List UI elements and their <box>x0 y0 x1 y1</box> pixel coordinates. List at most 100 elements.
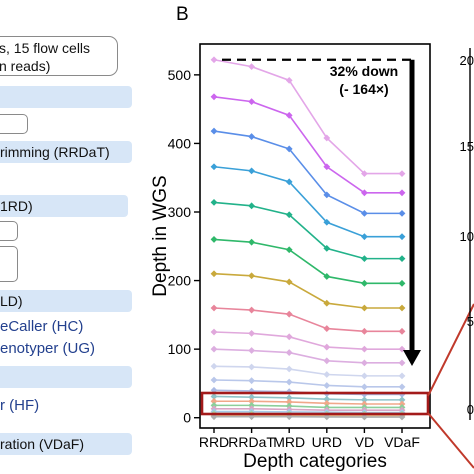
series-line-15 <box>214 400 402 405</box>
data-point <box>285 310 293 318</box>
data-point <box>248 98 255 105</box>
flow-cells-line1: s, 15 flow cells <box>0 40 91 56</box>
data-point <box>248 272 255 280</box>
data-point <box>210 304 218 312</box>
data-point <box>398 189 406 197</box>
workflow-step-bar-5 <box>0 366 132 388</box>
series-line-17 <box>214 407 402 411</box>
data-point <box>210 93 218 101</box>
data-point <box>323 371 331 378</box>
data-point <box>361 413 368 421</box>
data-point <box>361 327 368 335</box>
series-line-14 <box>213 395 402 401</box>
data-point <box>361 170 368 177</box>
data-point <box>361 255 368 263</box>
data-point <box>210 397 218 405</box>
data-point <box>248 133 255 140</box>
data-point <box>398 359 406 367</box>
series-line-18 <box>214 410 402 414</box>
data-point <box>398 327 406 335</box>
data-point <box>323 218 331 226</box>
down-arrow-head <box>403 350 421 366</box>
x-tick-label: MRD <box>273 434 305 450</box>
series-line-4 <box>213 165 402 238</box>
data-point <box>398 383 406 391</box>
data-point <box>210 127 218 135</box>
series-line-2 <box>213 96 402 194</box>
right-panel-tick-label: 15 <box>460 139 474 154</box>
data-point <box>248 167 255 175</box>
data-point <box>398 396 406 404</box>
data-point <box>323 244 331 252</box>
data-point <box>248 347 255 354</box>
rrdat-label: rimming (RRDaT) <box>0 144 110 160</box>
data-point <box>210 362 218 370</box>
data-point <box>248 377 255 385</box>
series-line-9 <box>213 331 402 350</box>
data-point <box>285 394 293 402</box>
x-axis-label: Depth categories <box>243 451 387 472</box>
series-line-16 <box>214 404 402 409</box>
data-point <box>285 365 293 373</box>
data-point <box>285 246 293 254</box>
right-panel-tick-label: 20 <box>460 53 474 68</box>
workflow-step-ld: LD) <box>0 290 132 312</box>
data-point <box>210 386 218 394</box>
data-point <box>398 170 406 177</box>
data-point <box>285 178 293 186</box>
data-point <box>248 238 255 246</box>
zoom-line-lower <box>427 412 474 469</box>
data-point <box>361 279 368 287</box>
flow-cells-line2: n reads) <box>0 58 51 74</box>
data-point <box>285 76 293 84</box>
series-line-11 <box>213 365 402 377</box>
data-point <box>285 398 293 406</box>
x-tick-label: VD <box>355 434 374 450</box>
data-point <box>323 134 331 142</box>
caller-hc-label: eCaller (HC) <box>0 318 84 335</box>
data-point <box>248 401 255 409</box>
plot-frame <box>199 43 431 429</box>
data-point <box>248 202 255 210</box>
y-tick-label: 200 <box>168 273 192 289</box>
data-point <box>398 304 406 312</box>
data-point <box>285 349 293 356</box>
data-point <box>210 393 218 400</box>
data-point <box>285 378 293 386</box>
data-point <box>210 270 218 278</box>
right-panel-tick-label: 5 <box>467 314 474 329</box>
flow-cells-box: s, 15 flow cells n reads) <box>0 36 118 76</box>
workflow-step-rrdat: rimming (RRDaT) <box>0 141 132 163</box>
right-panel-tick-label: 10 <box>460 229 474 244</box>
x-tick-label: URD <box>312 434 342 450</box>
ld-label: LD) <box>0 293 23 309</box>
data-point <box>323 273 331 280</box>
y-axis-label: Depth in WGS <box>150 175 171 296</box>
data-point <box>210 56 218 64</box>
series-line-10 <box>213 348 402 364</box>
data-point <box>361 209 368 217</box>
series-line-8 <box>213 307 402 333</box>
y-tick-label: 100 <box>168 341 192 357</box>
data-point <box>285 333 293 341</box>
small-box-3 <box>0 246 18 282</box>
data-point <box>323 343 331 351</box>
data-point <box>398 233 406 241</box>
data-point <box>361 189 368 197</box>
data-point <box>210 328 218 336</box>
data-point <box>285 211 293 219</box>
left-workflow-panel: s, 15 flow cells n reads) rimming (RRDaT… <box>0 0 150 474</box>
data-point <box>285 145 293 153</box>
data-point <box>323 299 331 307</box>
data-point <box>361 372 368 380</box>
data-point <box>361 400 368 408</box>
data-point <box>248 306 255 314</box>
data-point <box>248 63 255 71</box>
genotyper-ug-label: enotyper (UG) <box>0 340 96 357</box>
workflow-step-bar-1 <box>0 86 132 108</box>
small-box-1 <box>0 114 28 134</box>
data-point <box>323 399 331 407</box>
y-tick-label: 500 <box>168 67 192 83</box>
data-point <box>210 376 218 384</box>
